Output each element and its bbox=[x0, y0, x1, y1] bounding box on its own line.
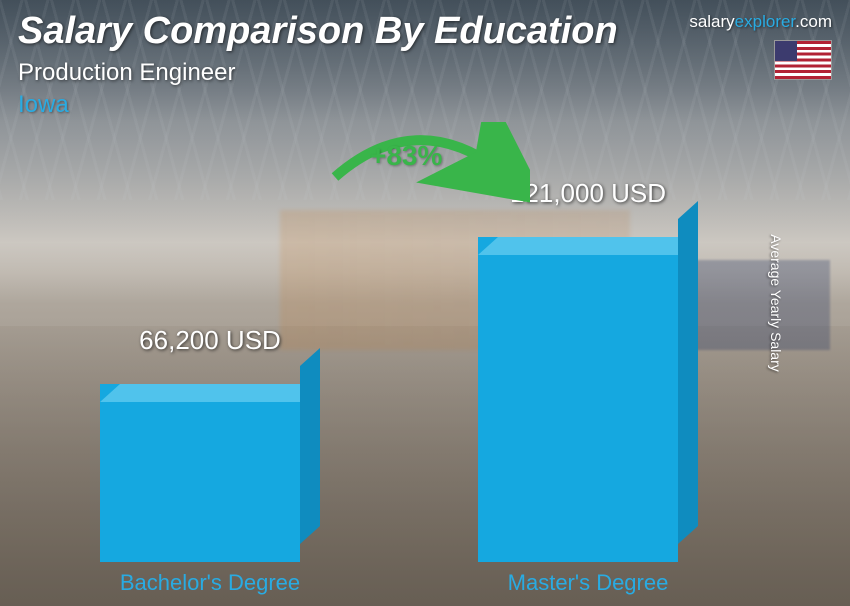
percent-increase: +83% bbox=[370, 140, 442, 172]
bar-side-face bbox=[300, 348, 320, 544]
bar-value-label: 66,200 USD bbox=[100, 325, 320, 356]
bar-side-face bbox=[678, 201, 698, 544]
bar-bachelors: 66,200 USD Bachelor's Degree bbox=[100, 384, 300, 562]
bar-category-label: Bachelor's Degree bbox=[100, 570, 320, 596]
bar-body bbox=[100, 384, 300, 562]
bar-top-face bbox=[100, 384, 320, 402]
brand-part1: salary bbox=[689, 12, 734, 31]
bar-top-face bbox=[478, 237, 698, 255]
bar-masters: 121,000 USD Master's Degree bbox=[478, 237, 678, 562]
flag-icon bbox=[774, 40, 832, 80]
brand-part2: explorer bbox=[735, 12, 795, 31]
brand-block: salaryexplorer.com bbox=[689, 12, 832, 80]
location-label: Iowa bbox=[18, 91, 832, 119]
brand-part3: .com bbox=[795, 12, 832, 31]
bar-body bbox=[478, 237, 678, 562]
bar-category-label: Master's Degree bbox=[478, 570, 698, 596]
y-axis-label: Average Yearly Salary bbox=[767, 234, 783, 372]
brand-name: salaryexplorer.com bbox=[689, 12, 832, 32]
